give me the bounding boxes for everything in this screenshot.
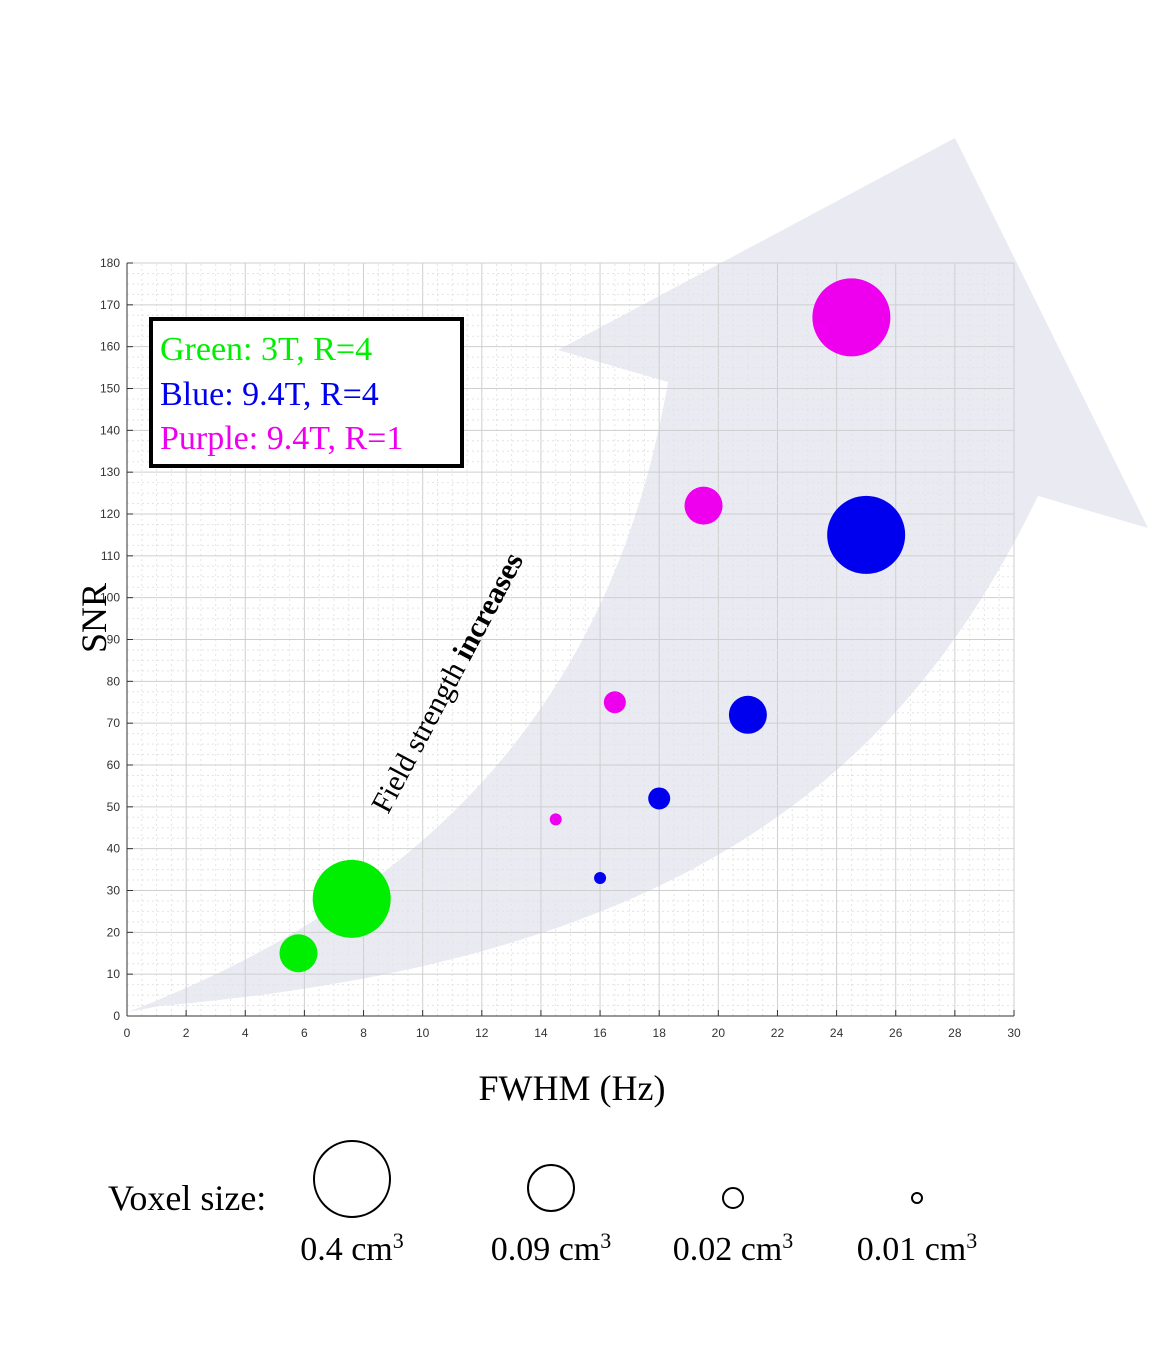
data-point-s0-p0 (279, 934, 318, 973)
voxel-size-label: 0.4 cm3 (300, 1228, 404, 1268)
x-tick-label: 18 (653, 1026, 667, 1040)
axes (126, 262, 1015, 1017)
x-tick-label: 20 (712, 1026, 726, 1040)
voxel-size-label: 0.09 cm3 (491, 1228, 612, 1268)
x-tick-label: 30 (1007, 1026, 1021, 1040)
voxel-size-label: 0.02 cm3 (673, 1228, 794, 1268)
x-axis-title: FWHM (Hz) (479, 1068, 666, 1108)
y-tick-label: 20 (107, 925, 121, 939)
x-tick-label: 28 (948, 1026, 962, 1040)
y-tick-label: 100 (100, 591, 120, 605)
y-tick-label: 10 (107, 967, 121, 981)
data-point-s2-p3 (812, 278, 891, 357)
color-legend: Green: 3T, R=4 Blue: 9.4T, R=4 Purple: 9… (149, 317, 464, 468)
y-tick-label: 110 (101, 549, 120, 563)
y-tick-label: 50 (107, 800, 121, 814)
y-tick-label: 180 (100, 256, 120, 270)
x-tick-label: 14 (534, 1026, 548, 1040)
voxel-size-label: 0.01 cm3 (857, 1228, 978, 1268)
y-axis-title: SNR (74, 583, 114, 653)
legend-entry-purple: Purple: 9.4T, R=1 (160, 420, 403, 457)
data-points (279, 278, 906, 973)
y-tick-label: 30 (107, 884, 121, 898)
x-tick-label: 22 (771, 1026, 785, 1040)
y-tick-label: 150 (100, 382, 120, 396)
data-point-s1-p2 (728, 695, 767, 734)
data-point-s1-p1 (648, 787, 671, 810)
voxel-size-title: Voxel size: (108, 1178, 266, 1218)
voxel-size-circle (911, 1192, 923, 1204)
y-tick-label: 0 (113, 1009, 120, 1023)
x-tick-label: 4 (242, 1026, 249, 1040)
y-tick-label: 140 (100, 423, 120, 437)
x-tick-label: 10 (416, 1026, 430, 1040)
voxel-size-circle (527, 1164, 575, 1212)
x-tick-label: 16 (593, 1026, 607, 1040)
x-tick-label: 26 (889, 1026, 903, 1040)
y-tick-label: 160 (100, 340, 120, 354)
x-tick-labels: 0 2 4 6 8 10 12 14 16 18 20 22 24 26 28 30 (124, 1026, 1021, 1040)
data-point-s1-p3 (827, 495, 906, 574)
voxel-size-circle (313, 1140, 391, 1218)
field-strength-arrow (128, 138, 1148, 1012)
legend-box (149, 317, 464, 468)
y-tick-label: 170 (100, 298, 120, 312)
voxel-size-legend: Voxel size: 0.4 cm3 0.09 cm3 0.02 cm3 0.01 … (108, 1140, 978, 1268)
legend-entry-green: Green: 3T, R=4 (160, 331, 372, 368)
y-tick-label: 80 (107, 674, 121, 688)
x-tick-label: 6 (301, 1026, 308, 1040)
x-tick-label: 0 (124, 1026, 131, 1040)
x-tick-label: 8 (360, 1026, 367, 1040)
data-point-s2-p2 (684, 486, 723, 525)
y-tick-label: 60 (107, 758, 121, 772)
y-tick-label: 90 (107, 633, 121, 647)
data-point-s2-p1 (603, 691, 626, 714)
y-tick-label: 40 (107, 842, 121, 856)
y-tick-label: 130 (100, 465, 120, 479)
y-tick-label: 120 (100, 507, 120, 521)
legend-entry-blue: Blue: 9.4T, R=4 (160, 376, 379, 413)
x-tick-label: 2 (183, 1026, 190, 1040)
x-tick-label: 12 (475, 1026, 489, 1040)
voxel-size-circle (722, 1187, 744, 1209)
data-point-s0-p1 (312, 859, 391, 938)
y-tick-label: 70 (107, 716, 121, 730)
data-point-s2-p0 (549, 813, 562, 826)
data-point-s1-p0 (594, 871, 607, 884)
y-tick-labels: 0 10 20 30 40 50 60 70 80 90 100 110 120 130 140 150 160… (100, 256, 120, 1023)
x-tick-label: 24 (830, 1026, 844, 1040)
